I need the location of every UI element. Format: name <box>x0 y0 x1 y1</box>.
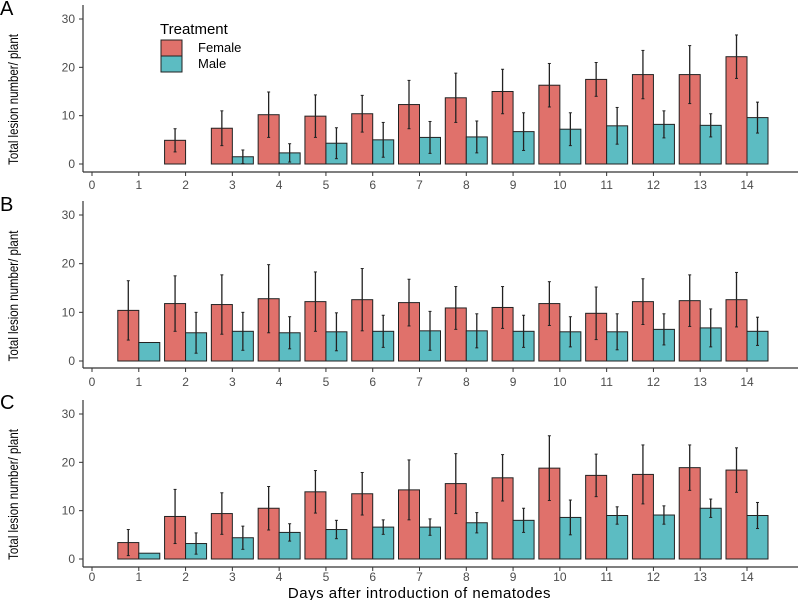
x-tick-label: 7 <box>416 375 423 389</box>
x-tick-label: 1 <box>135 178 142 192</box>
x-tick-label: 12 <box>647 178 661 192</box>
panel-label: A <box>0 0 14 20</box>
x-tick-label: 4 <box>276 570 283 584</box>
y-tick-label: 0 <box>68 157 75 171</box>
x-tick-label: 0 <box>89 570 96 584</box>
legend-label: Male <box>198 56 226 71</box>
x-tick-label: 14 <box>740 178 754 192</box>
y-tick-label: 0 <box>68 354 75 368</box>
y-tick-label: 20 <box>62 60 76 74</box>
x-tick-label: 8 <box>463 178 470 192</box>
y-tick-label: 20 <box>62 257 76 271</box>
y-tick-label: 10 <box>62 504 76 518</box>
x-tick-label: 3 <box>229 570 236 584</box>
x-axis-title: Days after introduction of nematodes <box>288 585 551 600</box>
x-tick-label: 3 <box>229 375 236 389</box>
x-tick-label: 4 <box>276 178 283 192</box>
x-tick-label: 8 <box>463 375 470 389</box>
x-tick-label: 11 <box>600 178 613 192</box>
x-tick-label: 2 <box>182 375 189 389</box>
x-tick-label: 8 <box>463 570 470 584</box>
bar-male <box>138 552 161 560</box>
x-tick-label: 2 <box>182 570 189 584</box>
y-axis-label: Total lesion number/ plant <box>5 429 21 560</box>
x-tick-label: 7 <box>416 570 423 584</box>
x-tick-label: 0 <box>89 375 96 389</box>
x-tick-label: 2 <box>182 178 189 192</box>
x-tick-label: 12 <box>647 375 661 389</box>
x-tick-label: 13 <box>694 570 708 584</box>
x-tick-label: 6 <box>369 375 376 389</box>
x-tick-label: 14 <box>740 570 754 584</box>
legend-title: Treatment <box>160 21 229 38</box>
x-tick-label: 4 <box>276 375 283 389</box>
x-tick-label: 13 <box>694 375 708 389</box>
bar-male <box>138 342 161 362</box>
y-tick-label: 20 <box>62 455 76 469</box>
x-tick-label: 10 <box>553 375 567 389</box>
legend-swatch-female <box>160 39 183 57</box>
x-tick-label: 3 <box>229 178 236 192</box>
x-tick-label: 11 <box>600 375 613 389</box>
y-tick-label: 30 <box>62 12 76 26</box>
x-tick-label: 9 <box>510 375 517 389</box>
x-tick-label: 5 <box>323 178 330 192</box>
panel-label: B <box>0 194 13 216</box>
x-tick-label: 6 <box>369 178 376 192</box>
y-axis-label: Total lesion number/ plant <box>5 230 21 361</box>
x-tick-label: 1 <box>135 570 142 584</box>
y-tick-label: 10 <box>62 109 76 123</box>
x-tick-label: 1 <box>135 375 142 389</box>
legend-label: Female <box>198 40 241 55</box>
x-tick-label: 10 <box>553 570 567 584</box>
x-tick-label: 9 <box>510 178 517 192</box>
y-tick-label: 10 <box>62 305 76 319</box>
y-axis-label: Total lesion number/ plant <box>5 34 21 165</box>
x-tick-label: 9 <box>510 570 517 584</box>
x-tick-label: 11 <box>600 570 613 584</box>
x-tick-label: 7 <box>416 178 423 192</box>
x-tick-label: 6 <box>369 570 376 584</box>
y-tick-label: 0 <box>68 552 75 566</box>
y-tick-label: 30 <box>62 208 76 222</box>
x-tick-label: 5 <box>323 375 330 389</box>
panel-label: C <box>0 392 14 414</box>
x-tick-label: 10 <box>553 178 567 192</box>
legend-swatch-male <box>160 55 183 73</box>
x-tick-label: 12 <box>647 570 661 584</box>
x-tick-label: 0 <box>89 178 96 192</box>
y-tick-label: 30 <box>62 407 76 421</box>
x-tick-label: 13 <box>694 178 708 192</box>
x-tick-label: 5 <box>323 570 330 584</box>
x-tick-label: 14 <box>740 375 754 389</box>
